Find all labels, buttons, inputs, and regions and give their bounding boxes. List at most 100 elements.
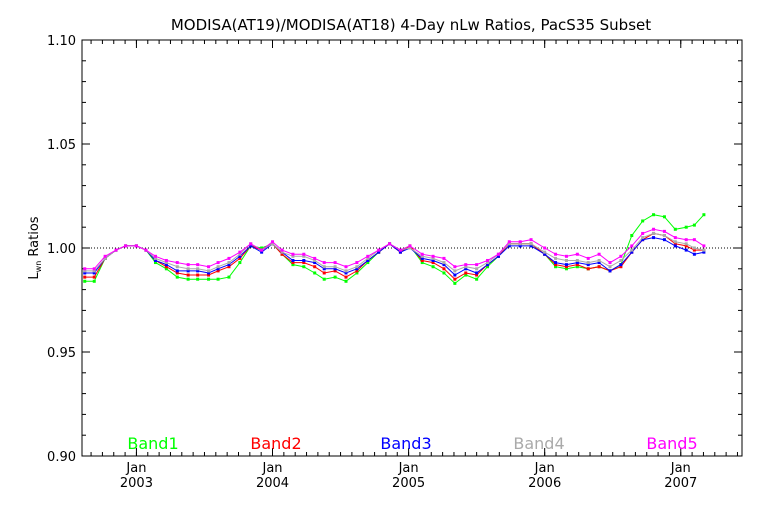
data-point bbox=[175, 269, 179, 273]
data-point bbox=[227, 265, 231, 269]
data-point bbox=[464, 271, 468, 275]
data-point bbox=[216, 265, 220, 269]
data-point bbox=[641, 238, 645, 242]
data-point bbox=[619, 258, 623, 262]
data-point bbox=[207, 269, 211, 273]
data-point bbox=[153, 256, 157, 260]
data-point bbox=[652, 213, 656, 217]
y-axis: 0.90 0.95 1.00 1.05 1.10 bbox=[47, 34, 742, 465]
data-point bbox=[344, 279, 348, 283]
data-point bbox=[442, 261, 446, 265]
data-point bbox=[673, 227, 677, 231]
data-point bbox=[453, 265, 457, 269]
data-point bbox=[442, 256, 446, 260]
data-point bbox=[486, 263, 490, 267]
data-point bbox=[196, 273, 200, 277]
data-point bbox=[496, 252, 500, 256]
data-point bbox=[216, 269, 220, 273]
data-point bbox=[619, 263, 623, 267]
data-point bbox=[420, 256, 424, 260]
data-point bbox=[464, 267, 468, 271]
data-point bbox=[431, 261, 435, 265]
data-point bbox=[652, 227, 656, 231]
data-point bbox=[692, 223, 696, 227]
data-point bbox=[207, 277, 211, 281]
data-point bbox=[322, 261, 326, 265]
data-point bbox=[366, 256, 370, 260]
data-point bbox=[597, 258, 601, 262]
data-point bbox=[83, 279, 87, 283]
data-point bbox=[92, 267, 96, 271]
data-point bbox=[280, 248, 284, 252]
data-point bbox=[144, 248, 148, 252]
data-point bbox=[92, 275, 96, 279]
data-point bbox=[291, 263, 295, 267]
data-point bbox=[333, 269, 337, 273]
data-point bbox=[366, 254, 370, 258]
data-point bbox=[641, 219, 645, 223]
series-band2 bbox=[83, 231, 706, 281]
data-point bbox=[554, 261, 558, 265]
data-point bbox=[673, 240, 677, 244]
data-point bbox=[453, 273, 457, 277]
data-point bbox=[597, 261, 601, 265]
data-point bbox=[554, 252, 558, 256]
data-point bbox=[586, 256, 590, 260]
data-point bbox=[103, 256, 107, 260]
data-point bbox=[684, 248, 688, 252]
data-point bbox=[630, 250, 634, 254]
data-point bbox=[641, 236, 645, 240]
data-point bbox=[377, 248, 381, 252]
data-point bbox=[529, 242, 533, 246]
data-point bbox=[164, 261, 168, 265]
data-point bbox=[475, 271, 479, 275]
data-point bbox=[302, 265, 306, 269]
legend-item-band2: Band2 bbox=[250, 434, 301, 453]
data-point bbox=[564, 265, 568, 269]
data-point bbox=[196, 263, 200, 267]
data-point bbox=[464, 273, 468, 277]
data-point bbox=[554, 256, 558, 260]
data-point bbox=[196, 269, 200, 273]
data-point bbox=[702, 250, 706, 254]
data-point bbox=[175, 271, 179, 275]
data-point bbox=[238, 254, 242, 258]
data-point bbox=[260, 250, 264, 254]
data-point bbox=[692, 238, 696, 242]
data-point bbox=[114, 248, 118, 252]
data-point bbox=[431, 258, 435, 262]
data-point bbox=[207, 273, 211, 277]
data-point bbox=[313, 258, 317, 262]
data-point bbox=[442, 263, 446, 267]
data-point bbox=[692, 252, 696, 256]
data-point bbox=[355, 261, 359, 265]
x-tick-month: Jan bbox=[534, 461, 555, 476]
data-point bbox=[271, 242, 275, 246]
data-point bbox=[684, 244, 688, 248]
data-point bbox=[322, 277, 326, 281]
x-tick-year: 2006 bbox=[528, 476, 561, 491]
data-point bbox=[313, 256, 317, 260]
data-point bbox=[496, 254, 500, 258]
data-point bbox=[564, 254, 568, 258]
data-point bbox=[164, 258, 168, 262]
data-point bbox=[92, 271, 96, 275]
data-point bbox=[153, 254, 157, 258]
data-point bbox=[366, 258, 370, 262]
data-point bbox=[83, 275, 87, 279]
data-point bbox=[355, 269, 359, 273]
data-point bbox=[597, 265, 601, 269]
legend-item-band3: Band3 bbox=[380, 434, 431, 453]
data-point bbox=[543, 246, 547, 250]
data-point bbox=[291, 258, 295, 262]
data-point bbox=[238, 250, 242, 254]
data-point bbox=[564, 258, 568, 262]
data-point bbox=[408, 246, 412, 250]
data-point bbox=[586, 263, 590, 267]
data-point bbox=[366, 261, 370, 265]
data-point bbox=[420, 252, 424, 256]
data-point bbox=[702, 248, 706, 252]
data-point bbox=[630, 248, 634, 252]
data-point bbox=[554, 265, 558, 269]
data-point bbox=[464, 263, 468, 267]
